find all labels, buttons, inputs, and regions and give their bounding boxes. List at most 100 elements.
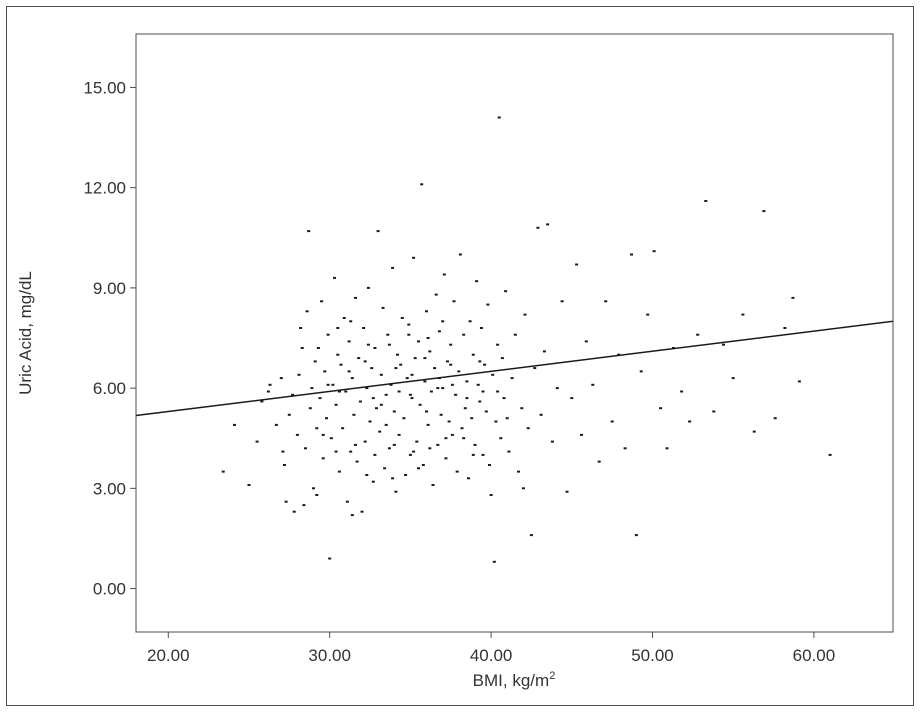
data-point (308, 407, 312, 410)
data-point (481, 453, 485, 456)
data-point (376, 230, 380, 233)
data-point (333, 276, 336, 279)
data-point (489, 494, 493, 496)
data-point (712, 410, 716, 413)
data-point (384, 423, 388, 426)
data-point (326, 333, 330, 336)
data-point (363, 360, 367, 363)
data-point (320, 300, 324, 303)
data-point (394, 367, 398, 370)
data-point (471, 353, 475, 356)
data-point (444, 437, 448, 440)
data-point (384, 393, 388, 396)
data-point (428, 447, 432, 450)
y-tick-label: 0.00 (93, 580, 126, 599)
data-point (696, 333, 700, 336)
x-tick-label: 50.00 (631, 646, 674, 665)
data-point (570, 397, 574, 400)
data-point (463, 407, 467, 410)
data-point (413, 357, 417, 360)
data-point (415, 440, 419, 443)
data-point (342, 317, 346, 319)
data-point (420, 183, 424, 186)
data-point (371, 480, 375, 483)
data-point (366, 343, 370, 346)
data-point (352, 413, 356, 416)
data-point (688, 420, 692, 423)
data-point (457, 370, 461, 373)
data-point (417, 467, 420, 470)
data-point (325, 417, 328, 420)
data-point (505, 417, 509, 420)
data-point (486, 303, 490, 306)
data-point (405, 377, 409, 380)
data-point (450, 433, 454, 436)
data-point (274, 423, 278, 426)
data-point (426, 423, 430, 426)
data-point (400, 317, 404, 319)
data-point (546, 223, 550, 226)
data-point (468, 320, 472, 323)
data-point (347, 340, 351, 343)
data-point (470, 417, 474, 420)
data-point (378, 430, 382, 433)
data-point (323, 370, 327, 373)
data-point (797, 380, 801, 383)
data-point (408, 393, 412, 396)
data-point (260, 400, 264, 403)
data-point (313, 360, 317, 363)
data-point (452, 300, 456, 303)
data-point (295, 433, 299, 436)
data-point (331, 383, 335, 386)
data-point (389, 383, 393, 386)
data-point (307, 230, 311, 233)
x-tick-label: 60.00 (793, 646, 836, 665)
data-point (329, 437, 333, 440)
data-point (597, 460, 601, 463)
data-point (429, 390, 433, 393)
data-point (362, 327, 366, 329)
data-point (441, 320, 445, 323)
data-point (634, 534, 638, 537)
y-tick-label: 9.00 (93, 279, 126, 298)
data-point (284, 500, 288, 503)
data-point (373, 347, 377, 349)
data-point (402, 417, 406, 420)
data-point (475, 280, 479, 283)
x-axis-ticks: 20.00 30.00 40.00 50.00 60.00 (147, 632, 835, 665)
data-point (434, 293, 438, 296)
data-point (321, 433, 325, 436)
data-point (762, 210, 766, 213)
y-axis-ticks: 0.00 3.00 6.00 9.00 12.00 15.00 (83, 78, 136, 599)
y-tick-label: 12.00 (83, 179, 126, 198)
data-point (318, 397, 322, 400)
scatter-chart: 20.00 30.00 40.00 50.00 60.00 0.00 3.00 6.00 9.… (16, 33, 894, 690)
data-point (465, 397, 469, 400)
data-point (281, 450, 285, 453)
data-point (476, 383, 480, 386)
data-point (580, 433, 583, 436)
data-point (484, 410, 488, 413)
data-point (500, 357, 504, 360)
data-point (752, 430, 756, 433)
data-point (550, 440, 554, 443)
data-point (449, 343, 453, 346)
data-point (396, 353, 399, 356)
data-point (741, 313, 745, 316)
data-point (617, 353, 621, 356)
data-point (447, 420, 451, 423)
data-point (399, 363, 403, 366)
data-point (665, 447, 669, 450)
data-point (450, 383, 454, 386)
data-point (473, 443, 477, 446)
data-point (387, 447, 391, 450)
data-point (828, 453, 832, 456)
data-point (355, 460, 359, 463)
data-point (439, 413, 443, 416)
data-point (467, 477, 470, 480)
data-point (488, 464, 491, 466)
data-point (704, 200, 708, 202)
x-axis-title-text: BMI, kg/m (473, 671, 550, 690)
data-point (312, 487, 315, 490)
data-point (397, 433, 401, 436)
